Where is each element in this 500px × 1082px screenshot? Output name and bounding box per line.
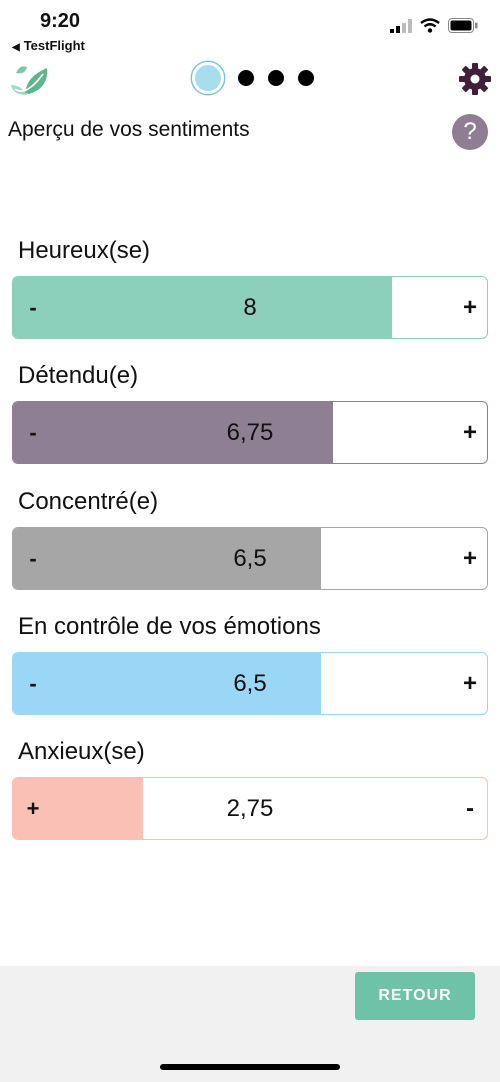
slider-fill: [13, 277, 393, 338]
feeling-label: Heureux(se): [18, 237, 151, 264]
status-time: 9:20: [40, 10, 81, 32]
slider-fill: [13, 653, 322, 714]
back-app-label: TestFlight: [23, 38, 85, 53]
battery-icon: [448, 18, 478, 33]
feeling-label: Concentré(e): [18, 488, 159, 515]
back-to-testflight-link[interactable]: ◀ TestFlight: [12, 38, 85, 53]
slider-value: 6,5: [233, 545, 267, 572]
increase-button[interactable]: +: [462, 419, 477, 446]
slider-fill: [13, 528, 322, 589]
back-triangle-icon: ◀: [12, 42, 20, 53]
feeling-label: En contrôle de vos émotions: [18, 613, 321, 640]
feeling-label: Détendu(e): [18, 362, 139, 389]
feeling-slider[interactable]: 8 - +: [12, 276, 488, 339]
leaf-logo-icon[interactable]: [8, 62, 52, 98]
slider-value: 2,75: [226, 795, 274, 822]
slider-fill: [13, 778, 144, 839]
slider-value: 6,75: [226, 419, 274, 446]
status-bar: 9:20 ◀ TestFlight: [0, 0, 500, 56]
feeling-label: Anxieux(se): [18, 738, 145, 765]
page-dot[interactable]: [298, 70, 314, 86]
signal-icon: [390, 18, 412, 33]
header: [0, 56, 500, 106]
help-button[interactable]: ?: [452, 114, 488, 150]
decrease-button[interactable]: -: [29, 546, 37, 571]
increase-button[interactable]: +: [462, 294, 477, 321]
increase-button[interactable]: +: [26, 796, 40, 821]
page-dot[interactable]: [238, 70, 254, 86]
retour-button[interactable]: RETOUR: [355, 972, 475, 1020]
slider-value: 6,5: [233, 670, 267, 697]
footer-bar: RETOUR: [0, 966, 500, 1082]
decrease-button[interactable]: -: [29, 671, 37, 696]
slider-value: 8: [243, 294, 257, 321]
feeling-slider[interactable]: 6,5 - +: [12, 527, 488, 590]
decrease-button[interactable]: -: [466, 795, 474, 822]
feeling-slider[interactable]: 6,75 - +: [12, 401, 488, 464]
feeling-slider[interactable]: 6,5 - +: [12, 652, 488, 715]
decrease-button[interactable]: -: [29, 420, 37, 445]
home-indicator[interactable]: [160, 1064, 340, 1070]
gear-icon[interactable]: [458, 62, 492, 96]
feeling-happy: Heureux(se) 8 - +: [12, 236, 488, 339]
feeling-anxious: Anxieux(se) 2,75 + -: [12, 737, 488, 840]
increase-button[interactable]: +: [462, 545, 477, 572]
decrease-button[interactable]: -: [29, 295, 37, 320]
feeling-relaxed: Détendu(e) 6,75 - +: [12, 361, 488, 464]
page-dot-active[interactable]: [192, 62, 224, 94]
page-title: Aperçu de vos sentiments: [8, 118, 250, 141]
feeling-in-control: En contrôle de vos émotions 6,5 - +: [12, 612, 488, 715]
page-dot[interactable]: [268, 70, 284, 86]
system-icons: [390, 18, 478, 33]
feeling-focused: Concentré(e) 6,5 - +: [12, 487, 488, 590]
slider-fill: [13, 402, 333, 463]
feeling-slider[interactable]: 2,75 + -: [12, 777, 488, 840]
page-indicator: [192, 62, 314, 94]
increase-button[interactable]: +: [462, 670, 477, 697]
wifi-icon: [420, 18, 440, 33]
